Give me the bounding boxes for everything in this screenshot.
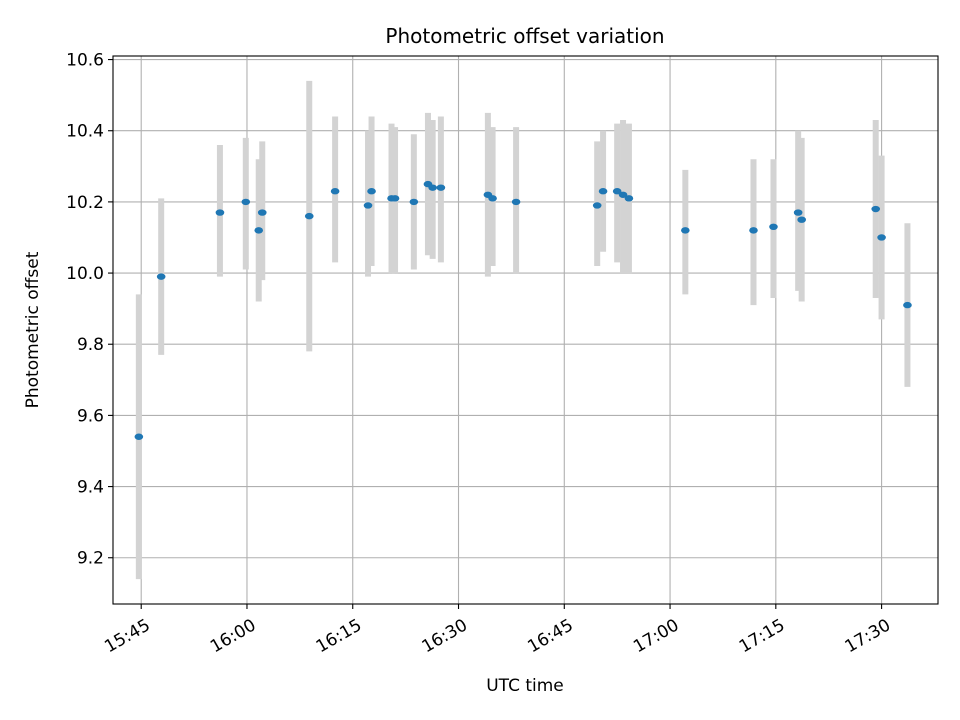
data-point	[367, 188, 376, 195]
data-point	[618, 191, 628, 198]
data-point	[511, 198, 521, 206]
data-point	[215, 209, 225, 216]
data-points	[134, 180, 912, 440]
y-tick-label: 9.8	[77, 335, 104, 355]
data-point	[330, 188, 340, 195]
data-point	[592, 202, 602, 209]
plot-area-background	[113, 56, 938, 604]
data-point	[612, 188, 622, 195]
chart-title: Photometric offset variation	[385, 24, 664, 48]
grid-lines	[113, 56, 938, 604]
data-point	[797, 216, 806, 223]
data-point	[871, 205, 881, 213]
plot-area-frame	[112, 55, 939, 605]
y-axis-title: Photometric offset	[23, 251, 43, 408]
data-point	[903, 301, 912, 309]
data-point	[436, 184, 446, 191]
y-tick-label: 9.4	[77, 478, 104, 498]
data-point	[241, 198, 251, 206]
data-point	[793, 209, 803, 216]
data-point	[254, 227, 264, 234]
y-tick-label: 9.6	[77, 406, 104, 426]
data-point	[257, 209, 267, 216]
data-point	[598, 188, 608, 195]
data-point	[409, 198, 419, 206]
data-point	[681, 227, 690, 234]
y-tick-label: 9.2	[77, 549, 104, 569]
y-tick-label: 10.6	[66, 51, 104, 71]
data-point	[769, 223, 778, 231]
data-point	[749, 227, 758, 234]
x-axis-title: UTC time	[486, 676, 564, 696]
y-tick-label: 10.4	[66, 122, 104, 142]
data-point	[624, 195, 634, 202]
data-point	[156, 273, 166, 280]
data-point	[390, 195, 400, 202]
data-point	[488, 195, 497, 202]
data-point	[134, 433, 144, 440]
y-tick-label: 10.2	[66, 193, 104, 213]
y-tick-label: 10.0	[66, 264, 104, 284]
data-point	[877, 234, 886, 241]
y-axis-ticks: 9.2 9.4 9.6 9.8 10.0 10.2 10.4 10.6	[66, 51, 113, 569]
data-point	[304, 212, 314, 220]
data-point	[428, 184, 437, 191]
data-point	[363, 202, 373, 209]
